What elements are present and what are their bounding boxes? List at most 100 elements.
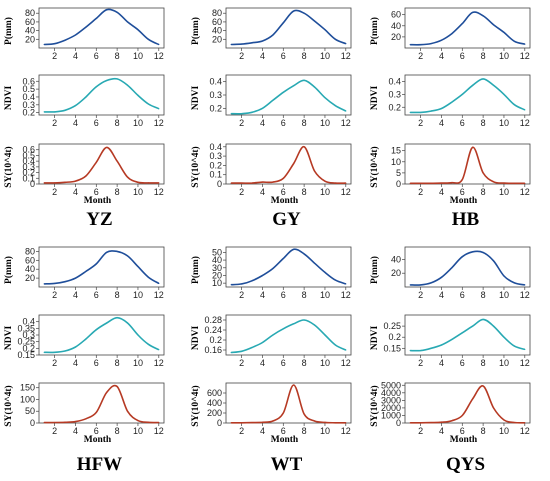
data-point [261,107,264,109]
data-point [430,282,432,284]
data-point [147,421,149,423]
x-axis-label: Month [271,196,299,206]
data-point [409,422,411,424]
series-line [410,385,525,424]
data-point [313,20,316,22]
series-line [44,250,160,285]
data-point [126,21,129,23]
data-point [272,34,274,36]
y-axis-label: SY(10^4t) [190,146,201,187]
y-tick-label: 5 [396,168,401,178]
data-point [126,255,129,257]
station-title: HFW [77,454,122,475]
y-tick-label: 0.15 [383,343,401,353]
y-tick-label: 30 [212,263,222,273]
x-tick-label: 4 [260,358,265,368]
x-tick-label: 4 [73,51,78,61]
plot-frame [38,246,165,288]
x-tick-label: 2 [418,187,423,197]
x-tick-label: 8 [115,51,120,61]
x-tick-label: 6 [460,187,465,197]
subplot-ndvi: 0.20.30.40.50.6 2 4 6 8 10 12 NDVI [4,74,165,128]
data-point [430,42,432,45]
data-point [313,262,316,264]
data-point [54,421,56,424]
data-point [472,11,474,14]
data-point [261,181,264,183]
data-point [54,182,56,184]
x-tick-label: 6 [281,426,286,436]
y-axis-label: SY(10^4t) [369,146,380,187]
y-tick-label: 0.24 [204,325,222,335]
x-tick-label: 4 [439,358,444,368]
y-axis-label: NDVI [4,86,14,111]
data-point [116,78,118,80]
series-line [231,9,347,46]
data-point [54,111,56,113]
data-point [420,422,422,424]
y-tick-label: 15 [391,146,401,156]
data-point [451,32,453,35]
y-tick-label: 3000 [381,395,401,405]
y-axis-label: NDVI [4,326,14,351]
data-point [95,17,97,20]
plot-frame [38,74,165,116]
data-point [430,182,432,184]
series-line [231,384,346,424]
y-tick-label: 0 [30,418,35,428]
y-tick-label: 200 [207,408,222,418]
x-tick-label: 6 [281,187,286,197]
x-tick-label: 10 [133,358,143,368]
data-point [524,348,526,351]
x-tick-label: 10 [499,290,509,300]
x-tick-label: 8 [481,118,486,128]
plot-frame [404,143,531,185]
data-point [334,279,336,281]
station-title: QYS [446,454,485,475]
y-tick-label: 40 [212,255,222,265]
data-point [74,180,77,182]
x-tick-label: 2 [239,118,244,128]
data-point [345,182,347,184]
y-tick-label: 0 [217,418,222,428]
data-point [95,329,97,331]
x-tick-label: 2 [418,426,423,436]
x-tick-label: 8 [481,187,486,197]
data-point [230,113,232,115]
subplot-ndvi: 0.2 0.3 0.4 2 4 6 8 10 12 NDVI [370,74,531,128]
x-tick-label: 2 [239,426,244,436]
x-tick-label: 2 [52,290,57,300]
data-point [64,39,66,41]
series-line [231,248,347,286]
data-point [324,334,326,336]
x-tick-label: 12 [341,426,351,436]
data-point [440,276,443,278]
data-point [272,420,274,422]
data-point [251,111,253,113]
x-tick-label: 4 [439,187,444,197]
data-point [513,182,515,184]
y-tick-label: 0.6 [22,145,35,155]
data-point [126,410,129,412]
plot-frame [38,143,165,185]
data-point [241,113,243,115]
y-tick-label: 60 [25,255,35,265]
plot-frame [38,314,165,356]
x-tick-label: 6 [460,51,465,61]
data-point [409,182,411,184]
y-tick-label: 0.2 [209,335,222,345]
data-point [293,384,295,386]
x-tick-label: 8 [302,290,307,300]
data-point [85,270,87,273]
data-point [137,181,139,183]
x-tick-label: 4 [260,118,265,128]
x-tick-label: 10 [320,426,330,436]
x-tick-label: 10 [499,426,509,436]
data-point [313,324,316,326]
data-point [43,43,45,46]
data-point [43,283,45,285]
y-tick-label: 0.2 [22,168,35,178]
x-tick-label: 12 [341,51,351,61]
x-tick-label: 10 [499,358,509,368]
